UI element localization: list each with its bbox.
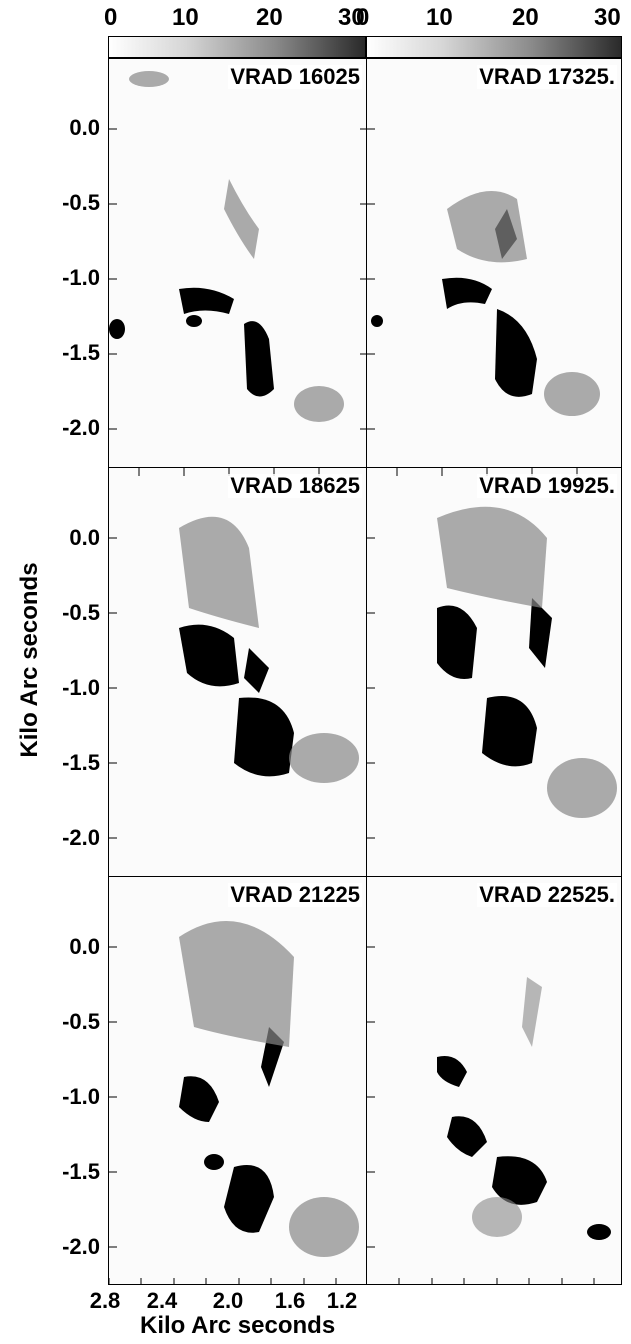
channel-map-panel-3: VRAD 18625 xyxy=(108,467,367,877)
y-tick: 0.0 xyxy=(69,934,100,959)
y-tick: -0.5 xyxy=(62,600,100,625)
y-tick: -2.0 xyxy=(62,825,100,850)
x-tick: 1.2 xyxy=(326,1288,358,1313)
colorbar-right-tick-10: 10 xyxy=(426,4,453,31)
channel-map-panel-1: VRAD 16025 xyxy=(108,58,367,468)
channel-map-panel-5: VRAD 21225 xyxy=(108,876,367,1285)
colorbar-left-tick-20: 20 xyxy=(256,4,283,31)
channel-map-panel-6: VRAD 22525. xyxy=(366,876,622,1285)
emission-image-1 xyxy=(109,71,366,430)
colorbar-left-tick-10: 10 xyxy=(172,4,199,31)
colorbar-right-tick-30: 30 xyxy=(594,4,621,31)
colorbar-left-tick-0: 0 xyxy=(104,4,118,31)
channel-map-panel-4: VRAD 19925. xyxy=(366,467,622,877)
emission-image-2 xyxy=(367,128,600,430)
x-tick: 2.4 xyxy=(146,1288,178,1313)
y-tick: -0.5 xyxy=(62,190,100,215)
colorbar-left xyxy=(108,36,366,58)
colorbar-right-tick-20: 20 xyxy=(512,4,539,31)
x-tick: 1.6 xyxy=(274,1288,306,1313)
velocity-label: VRAD 19925. xyxy=(477,473,617,498)
y-tick: -0.5 xyxy=(62,1009,100,1034)
y-tick: -2.0 xyxy=(62,415,100,440)
emission-image-6 xyxy=(367,946,611,1284)
colorbar-shared-tick-30: 30 xyxy=(338,4,365,31)
channel-map-panel-2: VRAD 17325. xyxy=(366,58,622,468)
velocity-label: VRAD 21225 xyxy=(228,882,362,907)
emission-image-5 xyxy=(109,921,359,1284)
y-tick: -1.5 xyxy=(62,1159,100,1184)
y-tick: -1.5 xyxy=(62,750,100,775)
x-axis-title: Kilo Arc seconds xyxy=(140,1312,336,1339)
x-tick: 2.0 xyxy=(212,1288,244,1313)
y-tick: 0.0 xyxy=(69,115,100,140)
y-axis-title: Kilo Arc seconds xyxy=(16,562,43,758)
emission-image-4 xyxy=(367,468,617,839)
y-tick: -2.0 xyxy=(62,1234,100,1259)
velocity-label: VRAD 17325. xyxy=(477,64,617,89)
velocity-label: VRAD 18625 xyxy=(228,473,362,498)
y-tick: -1.0 xyxy=(62,675,100,700)
velocity-label: VRAD 22525. xyxy=(477,882,617,907)
emission-image-3 xyxy=(109,468,359,839)
colorbar-right-tick-0: 0 xyxy=(356,4,370,31)
y-tick: -1.0 xyxy=(62,265,100,290)
velocity-label: VRAD 16025 xyxy=(228,64,362,89)
y-tick: -1.0 xyxy=(62,1084,100,1109)
x-tick: 2.8 xyxy=(89,1288,121,1313)
y-tick: 0.0 xyxy=(69,525,100,550)
y-tick: -1.5 xyxy=(62,340,100,365)
colorbar-right xyxy=(366,36,622,58)
